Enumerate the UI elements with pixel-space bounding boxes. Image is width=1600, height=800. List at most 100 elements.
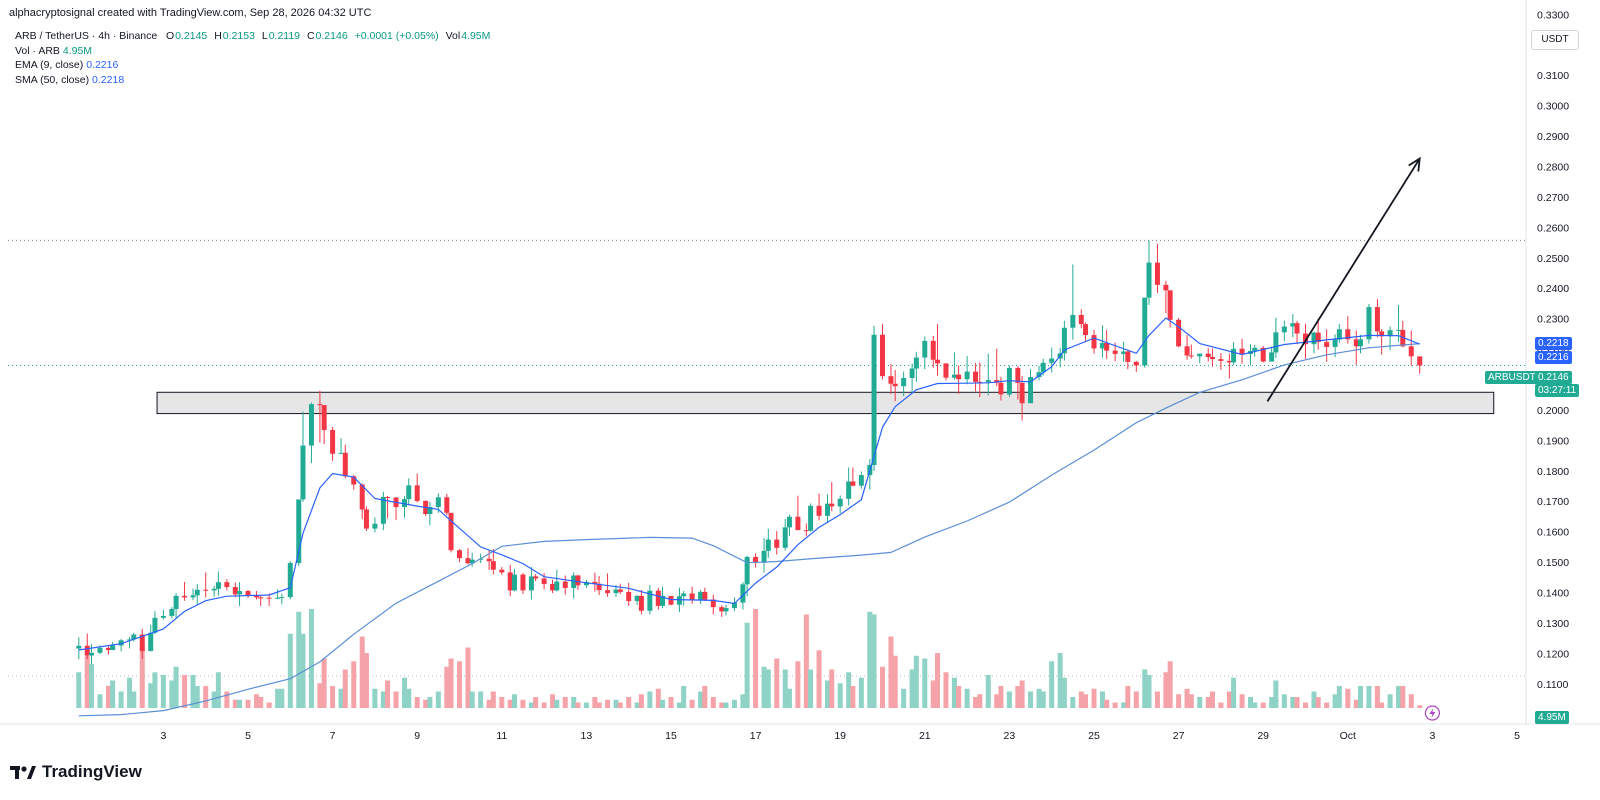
volume-bar <box>951 677 957 708</box>
candle-body <box>321 405 327 431</box>
volume-bar <box>647 691 653 708</box>
candle-body <box>880 334 885 377</box>
sma-legend-label: SMA (50, close) <box>15 73 90 86</box>
candle-body <box>380 496 386 524</box>
candle-body <box>511 574 517 591</box>
volume-bar <box>550 694 556 708</box>
volume-bar <box>761 666 767 708</box>
y-axis-tick-label: 0.2000 <box>1537 405 1569 417</box>
candle-body <box>338 452 344 454</box>
volume-bar <box>994 694 1000 708</box>
candle-body <box>1218 359 1224 361</box>
volume-bar <box>803 614 809 708</box>
volume-bar <box>507 699 513 708</box>
candle-body <box>1209 356 1215 360</box>
tradingview-logo[interactable]: TradingView <box>10 762 142 782</box>
volume-bar <box>1188 694 1194 708</box>
x-axis-tick-label: 17 <box>750 730 762 742</box>
candle-body <box>317 404 323 406</box>
low-label: L <box>261 30 268 42</box>
volume-bar <box>427 697 433 708</box>
candle-body <box>1184 346 1190 356</box>
ema-9-line <box>78 317 1420 651</box>
currency-selector[interactable]: USDT <box>1531 30 1579 50</box>
volume-bar <box>613 699 619 708</box>
volume-bar <box>1248 697 1254 708</box>
volume-bar <box>287 633 293 708</box>
candle-body <box>469 559 475 564</box>
y-axis-tick-label: 0.1500 <box>1537 557 1569 569</box>
candle-body <box>934 359 940 364</box>
candle-body <box>647 590 653 611</box>
candle-body <box>1387 330 1393 337</box>
vol-value: 4.95M <box>461 30 491 42</box>
volume-bar <box>448 658 454 708</box>
tradingview-logo-icon <box>10 766 36 779</box>
candle-body <box>816 505 822 516</box>
candle-body <box>858 475 864 486</box>
ema-legend-row[interactable]: EMA (9, close) 0.2216 <box>15 58 494 73</box>
candle-body <box>956 374 962 380</box>
volume-bar <box>892 655 898 708</box>
volume-legend-row[interactable]: Vol · ARB 4.95M <box>15 44 494 59</box>
volume-bar <box>596 702 602 708</box>
candle-body <box>342 452 348 477</box>
candle-body <box>385 496 391 498</box>
candle-body <box>689 593 695 601</box>
volume-bar <box>258 697 264 708</box>
volume-bar <box>731 699 737 708</box>
candle-body <box>1252 347 1258 351</box>
volume-bar <box>710 697 716 708</box>
projection-arrow-line <box>1266 158 1421 402</box>
sma-legend-value: 0.2218 <box>92 73 125 86</box>
volume-bar <box>871 614 877 708</box>
volume-bar <box>1125 686 1131 708</box>
last-price-badge: 0.2146 <box>1535 371 1572 384</box>
candle-body <box>943 363 949 378</box>
candle-body <box>173 595 179 609</box>
candle-body <box>211 588 217 591</box>
x-axis-tick-label: 27 <box>1173 730 1185 742</box>
chart-attribution: alphacryptosignal created with TradingVi… <box>9 7 372 19</box>
candle-body <box>490 561 496 570</box>
volume-bar <box>1184 688 1190 708</box>
volume-bar <box>330 686 336 708</box>
candle-body <box>1269 352 1275 362</box>
volume-bar <box>1281 694 1287 708</box>
candle-body <box>1226 360 1232 363</box>
volume-bar <box>88 664 94 708</box>
candle-body <box>300 445 306 500</box>
candle-body <box>710 599 716 608</box>
volume-bar <box>782 669 788 708</box>
candle-body <box>668 595 674 605</box>
candle-body <box>1345 329 1351 340</box>
candle-body <box>224 582 230 588</box>
volume-bar <box>605 699 611 708</box>
candle-body <box>850 481 856 486</box>
candle-body <box>617 589 623 592</box>
volume-bar <box>1205 697 1211 708</box>
high-label: H <box>214 30 222 42</box>
candle-body <box>1197 353 1203 357</box>
volume-bar <box>478 691 484 708</box>
volume-bar <box>964 688 970 708</box>
volume-bar <box>1324 702 1330 708</box>
volume-bar <box>1028 691 1034 708</box>
candle-body <box>702 591 708 600</box>
sma-legend-row[interactable]: SMA (50, close) 0.2218 <box>15 73 494 88</box>
candle-body <box>1176 319 1182 347</box>
candle-body <box>871 334 877 466</box>
ohlc-row: ARB / TetherUS · 4h · Binance O0.2145 H0… <box>15 29 494 44</box>
candle-body <box>84 645 90 656</box>
volume-bar <box>253 694 259 708</box>
volume-bar <box>571 697 577 708</box>
candle-body <box>1061 327 1067 354</box>
volume-bar <box>1104 699 1110 708</box>
volume-bar <box>554 699 560 708</box>
candle-body <box>922 340 928 358</box>
chart-legend: ARB / TetherUS · 4h · Binance O0.2145 H0… <box>15 29 494 87</box>
symbol-label[interactable]: ARB / TetherUS · 4h · Binance <box>15 30 158 42</box>
x-axis-tick-label: Oct <box>1340 730 1356 742</box>
volume-badge: 4.95M <box>1535 711 1569 724</box>
